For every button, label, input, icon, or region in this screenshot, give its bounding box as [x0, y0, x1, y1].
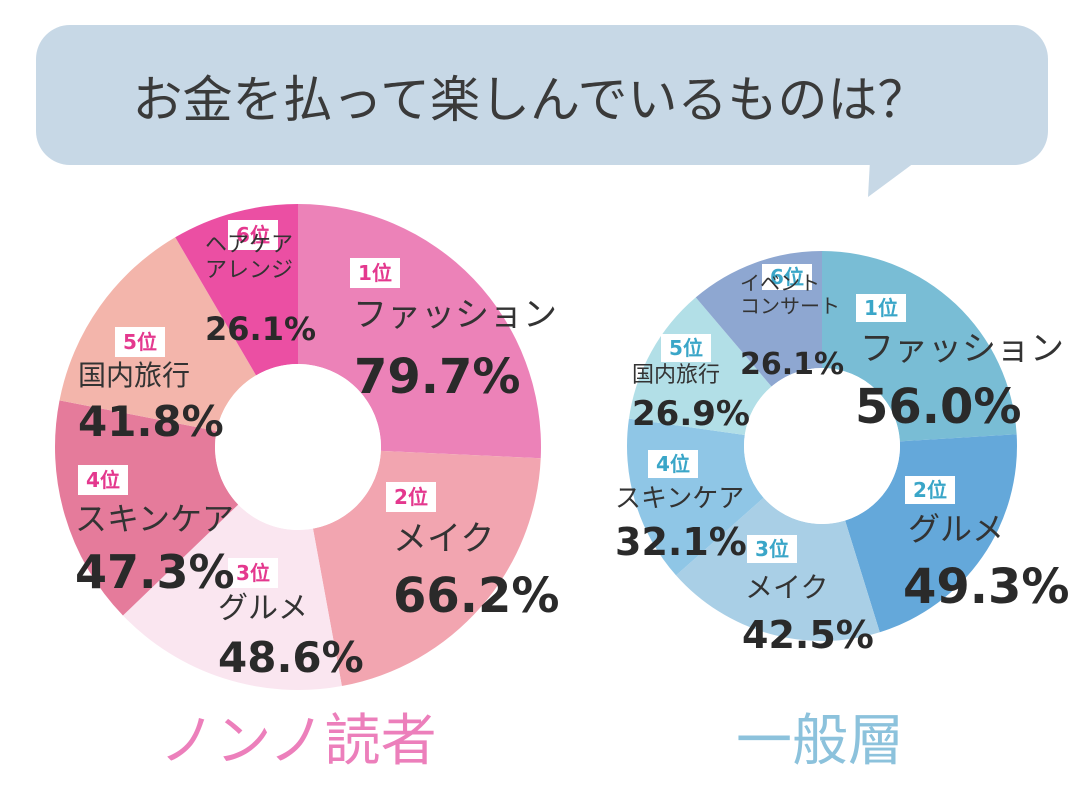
- donut-slice-2: [312, 450, 541, 687]
- rank-label: 3位: [236, 561, 270, 585]
- rank-label: 6位: [236, 223, 270, 247]
- donut-slice-5: [628, 297, 772, 436]
- value-label: 49.3%: [903, 559, 1070, 615]
- rank-label: 1位: [358, 261, 392, 285]
- rank-badge: [386, 482, 436, 512]
- value-label: 66.2%: [393, 568, 560, 624]
- category-label: スキンケア: [75, 500, 234, 538]
- value-label: 79.7%: [354, 349, 521, 405]
- rank-badge: [228, 220, 278, 250]
- donut-hole: [744, 368, 900, 524]
- group-label-general: 一般層: [736, 709, 904, 774]
- category-label: ファッション: [860, 329, 1064, 369]
- value-label: 26.1%: [740, 347, 844, 382]
- rank-badge: [856, 294, 906, 322]
- value-label: 41.8%: [78, 397, 224, 446]
- rank-label: 2位: [913, 478, 947, 502]
- rank-badge: [905, 476, 955, 504]
- title-bubble-body: [36, 25, 1048, 165]
- rank-label: 3位: [755, 537, 789, 561]
- donut-hole: [215, 364, 381, 530]
- rank-label: 4位: [86, 468, 120, 492]
- category-label: メイク: [745, 571, 828, 604]
- donut-slice-3: [676, 497, 880, 641]
- rank-label: 5位: [669, 336, 703, 360]
- donut-slice-3: [122, 504, 342, 690]
- page-title: お金を払って楽しんでいるものは？: [133, 71, 928, 129]
- rank-badge: [648, 450, 698, 478]
- rank-label: 4位: [656, 452, 690, 476]
- value-label: 47.3%: [75, 545, 235, 599]
- value-label: 48.6%: [218, 633, 364, 682]
- category-label: メイク: [393, 519, 494, 559]
- value-label: 42.5%: [742, 613, 874, 657]
- rank-badge: [228, 558, 278, 588]
- rank-label: 5位: [123, 330, 157, 354]
- category-label: イベントコンサート: [740, 271, 840, 318]
- category-label: グルメ: [218, 591, 308, 626]
- category-label: ファッション: [353, 295, 557, 335]
- donut-slice-2: [845, 434, 1017, 633]
- category-label: スキンケア: [615, 484, 744, 514]
- category-label: グルメ: [908, 510, 1004, 548]
- rank-label: 1位: [864, 296, 898, 320]
- rank-label: 2位: [394, 485, 428, 509]
- rank-badge: [762, 264, 812, 290]
- title-bubble: お金を払って楽しんでいるものは？: [36, 25, 1048, 197]
- rank-badge: [661, 334, 711, 362]
- category-label: ヘアケアアレンジ: [205, 233, 293, 283]
- value-label: 32.1%: [615, 520, 747, 564]
- rank-label: 6位: [770, 265, 804, 289]
- category-label: 国内旅行: [78, 359, 190, 392]
- group-label-nonno: ノンノ読者: [159, 709, 436, 774]
- category-label: 国内旅行: [632, 363, 720, 388]
- rank-badge: [350, 258, 400, 288]
- value-label: 26.9%: [632, 394, 750, 434]
- donut-slice-4: [55, 400, 239, 616]
- rank-badge: [747, 535, 797, 563]
- rank-badge: [78, 465, 128, 495]
- value-label: 26.1%: [205, 310, 316, 348]
- rank-badge: [115, 327, 165, 357]
- value-label: 56.0%: [855, 379, 1022, 435]
- title-bubble-tail: [868, 160, 918, 197]
